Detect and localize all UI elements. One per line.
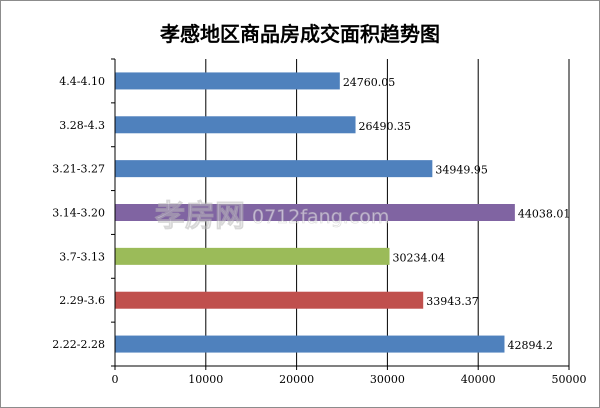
x-tick-label: 50000 <box>552 373 587 386</box>
data-label: 30234.04 <box>393 251 446 264</box>
watermark: 孝房网 0712fang.com <box>155 199 390 235</box>
category-label: 3.21-3.27 <box>52 163 105 176</box>
category-label: 3.14-3.20 <box>52 207 105 220</box>
x-tick-label: 0 <box>112 373 119 386</box>
bar <box>115 116 356 134</box>
category-label: 2.29-3.6 <box>59 294 105 307</box>
category-label: 4.4-4.10 <box>59 75 105 88</box>
category-label: 3.7-3.13 <box>59 250 105 263</box>
axes <box>111 58 570 370</box>
bar <box>115 160 433 178</box>
labels: 0 10000 20000 30000 40000 50000 4.4-4.10 24760.… <box>52 75 586 386</box>
data-label: 24760.05 <box>343 76 396 89</box>
bar <box>115 291 424 309</box>
bar <box>115 335 505 353</box>
bar <box>115 204 515 221</box>
data-label: 44038.01 <box>518 208 571 221</box>
x-tick-label: 20000 <box>279 373 314 386</box>
category-label: 2.22-2.28 <box>52 338 105 351</box>
data-label: 26490.35 <box>359 120 412 133</box>
category-label: 3.28-4.3 <box>59 119 105 132</box>
bar <box>115 247 390 265</box>
data-label: 33943.37 <box>426 295 479 308</box>
x-tick-label: 40000 <box>461 373 496 386</box>
data-label: 42894.2 <box>507 339 553 352</box>
chart-title: 孝感地区商品房成交面积趋势图 <box>159 22 440 46</box>
bars <box>115 72 515 353</box>
watermark-logo: 孝房网 <box>155 199 245 234</box>
x-tick-label: 30000 <box>370 373 405 386</box>
x-tick-label: 10000 <box>188 373 223 386</box>
watermark-site: 0712fang.com <box>252 206 389 228</box>
bar <box>115 72 340 90</box>
data-label: 34949.95 <box>435 164 488 177</box>
